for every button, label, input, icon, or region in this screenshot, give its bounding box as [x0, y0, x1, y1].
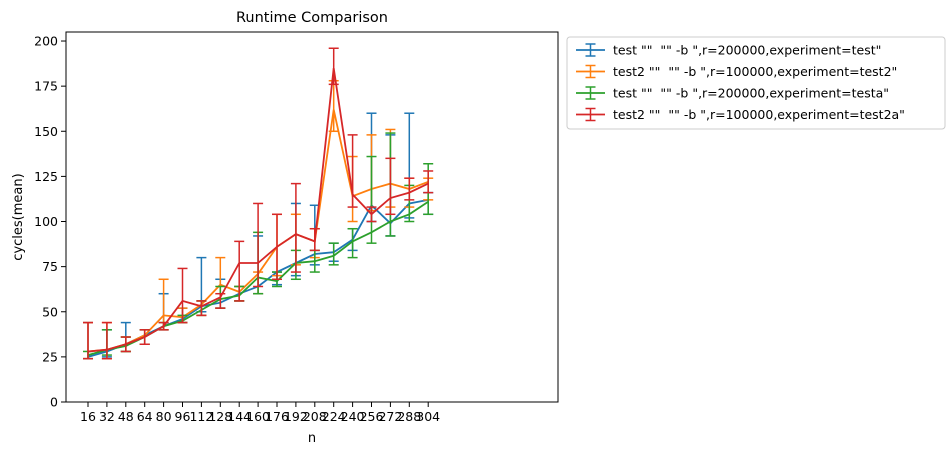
x-axis-label: n	[308, 431, 316, 446]
x-tick-label: 16	[80, 409, 96, 424]
x-tick-label: 240	[341, 409, 365, 424]
chart-title: Runtime Comparison	[236, 10, 388, 26]
x-tick-label: 64	[137, 409, 153, 424]
y-tick-label: 100	[34, 214, 58, 229]
y-tick-label: 175	[34, 79, 58, 94]
x-tick-label: 288	[397, 409, 421, 424]
legend-entry: test2 "" "" -b ",r=100000,experiment=tes…	[576, 64, 897, 79]
y-tick-label: 0	[50, 395, 58, 410]
legend-label: test2 "" "" -b ",r=100000,experiment=tes…	[613, 64, 897, 79]
x-tick-label: 96	[175, 409, 191, 424]
x-tick-label: 80	[156, 409, 172, 424]
legend-entry: test "" "" -b ",r=200000,experiment=test…	[576, 43, 881, 58]
x-tick-label: 32	[99, 409, 115, 424]
y-tick-label: 125	[34, 169, 58, 184]
x-tick-label: 304	[416, 409, 440, 424]
y-tick-label: 75	[42, 259, 58, 274]
x-tick-label: 144	[227, 409, 251, 424]
legend-entry: test "" "" -b ",r=200000,experiment=test…	[576, 86, 889, 101]
legend-label: test "" "" -b ",r=200000,experiment=test…	[613, 43, 881, 58]
legend-label: test "" "" -b ",r=200000,experiment=test…	[613, 86, 889, 101]
x-tick-label: 160	[246, 409, 270, 424]
x-tick-label: 112	[189, 409, 213, 424]
y-tick-label: 50	[42, 304, 58, 319]
plot-area: 0 25 50 75 100 125 150 175 200 16 32 48 64 80 96 112128…	[34, 34, 440, 424]
x-tick-label: 48	[118, 409, 134, 424]
x-tick-label: 208	[303, 409, 327, 424]
y-tick-label: 25	[42, 349, 58, 364]
legend: test "" "" -b ",r=200000,experiment=test…	[566, 36, 946, 130]
x-tick-label: 128	[208, 409, 232, 424]
legend-frame	[566, 36, 946, 130]
x-tick-label: 256	[360, 409, 384, 424]
legend-entry: test2 "" "" -b ",r=100000,experiment=tes…	[576, 107, 905, 122]
y-tick-label: 200	[34, 34, 58, 49]
x-tick-label: 176	[265, 409, 289, 424]
legend-label: test2 "" "" -b ",r=100000,experiment=tes…	[613, 107, 905, 122]
series-4	[83, 47, 434, 360]
y-tick-label: 150	[34, 124, 58, 139]
series-line	[87, 67, 429, 353]
x-tick-label: 272	[378, 409, 402, 424]
x-tick-label: 224	[322, 409, 346, 424]
x-tick-label: 192	[284, 409, 308, 424]
y-axis-label: cycles(mean)	[11, 173, 26, 260]
plot-frame	[65, 31, 559, 403]
